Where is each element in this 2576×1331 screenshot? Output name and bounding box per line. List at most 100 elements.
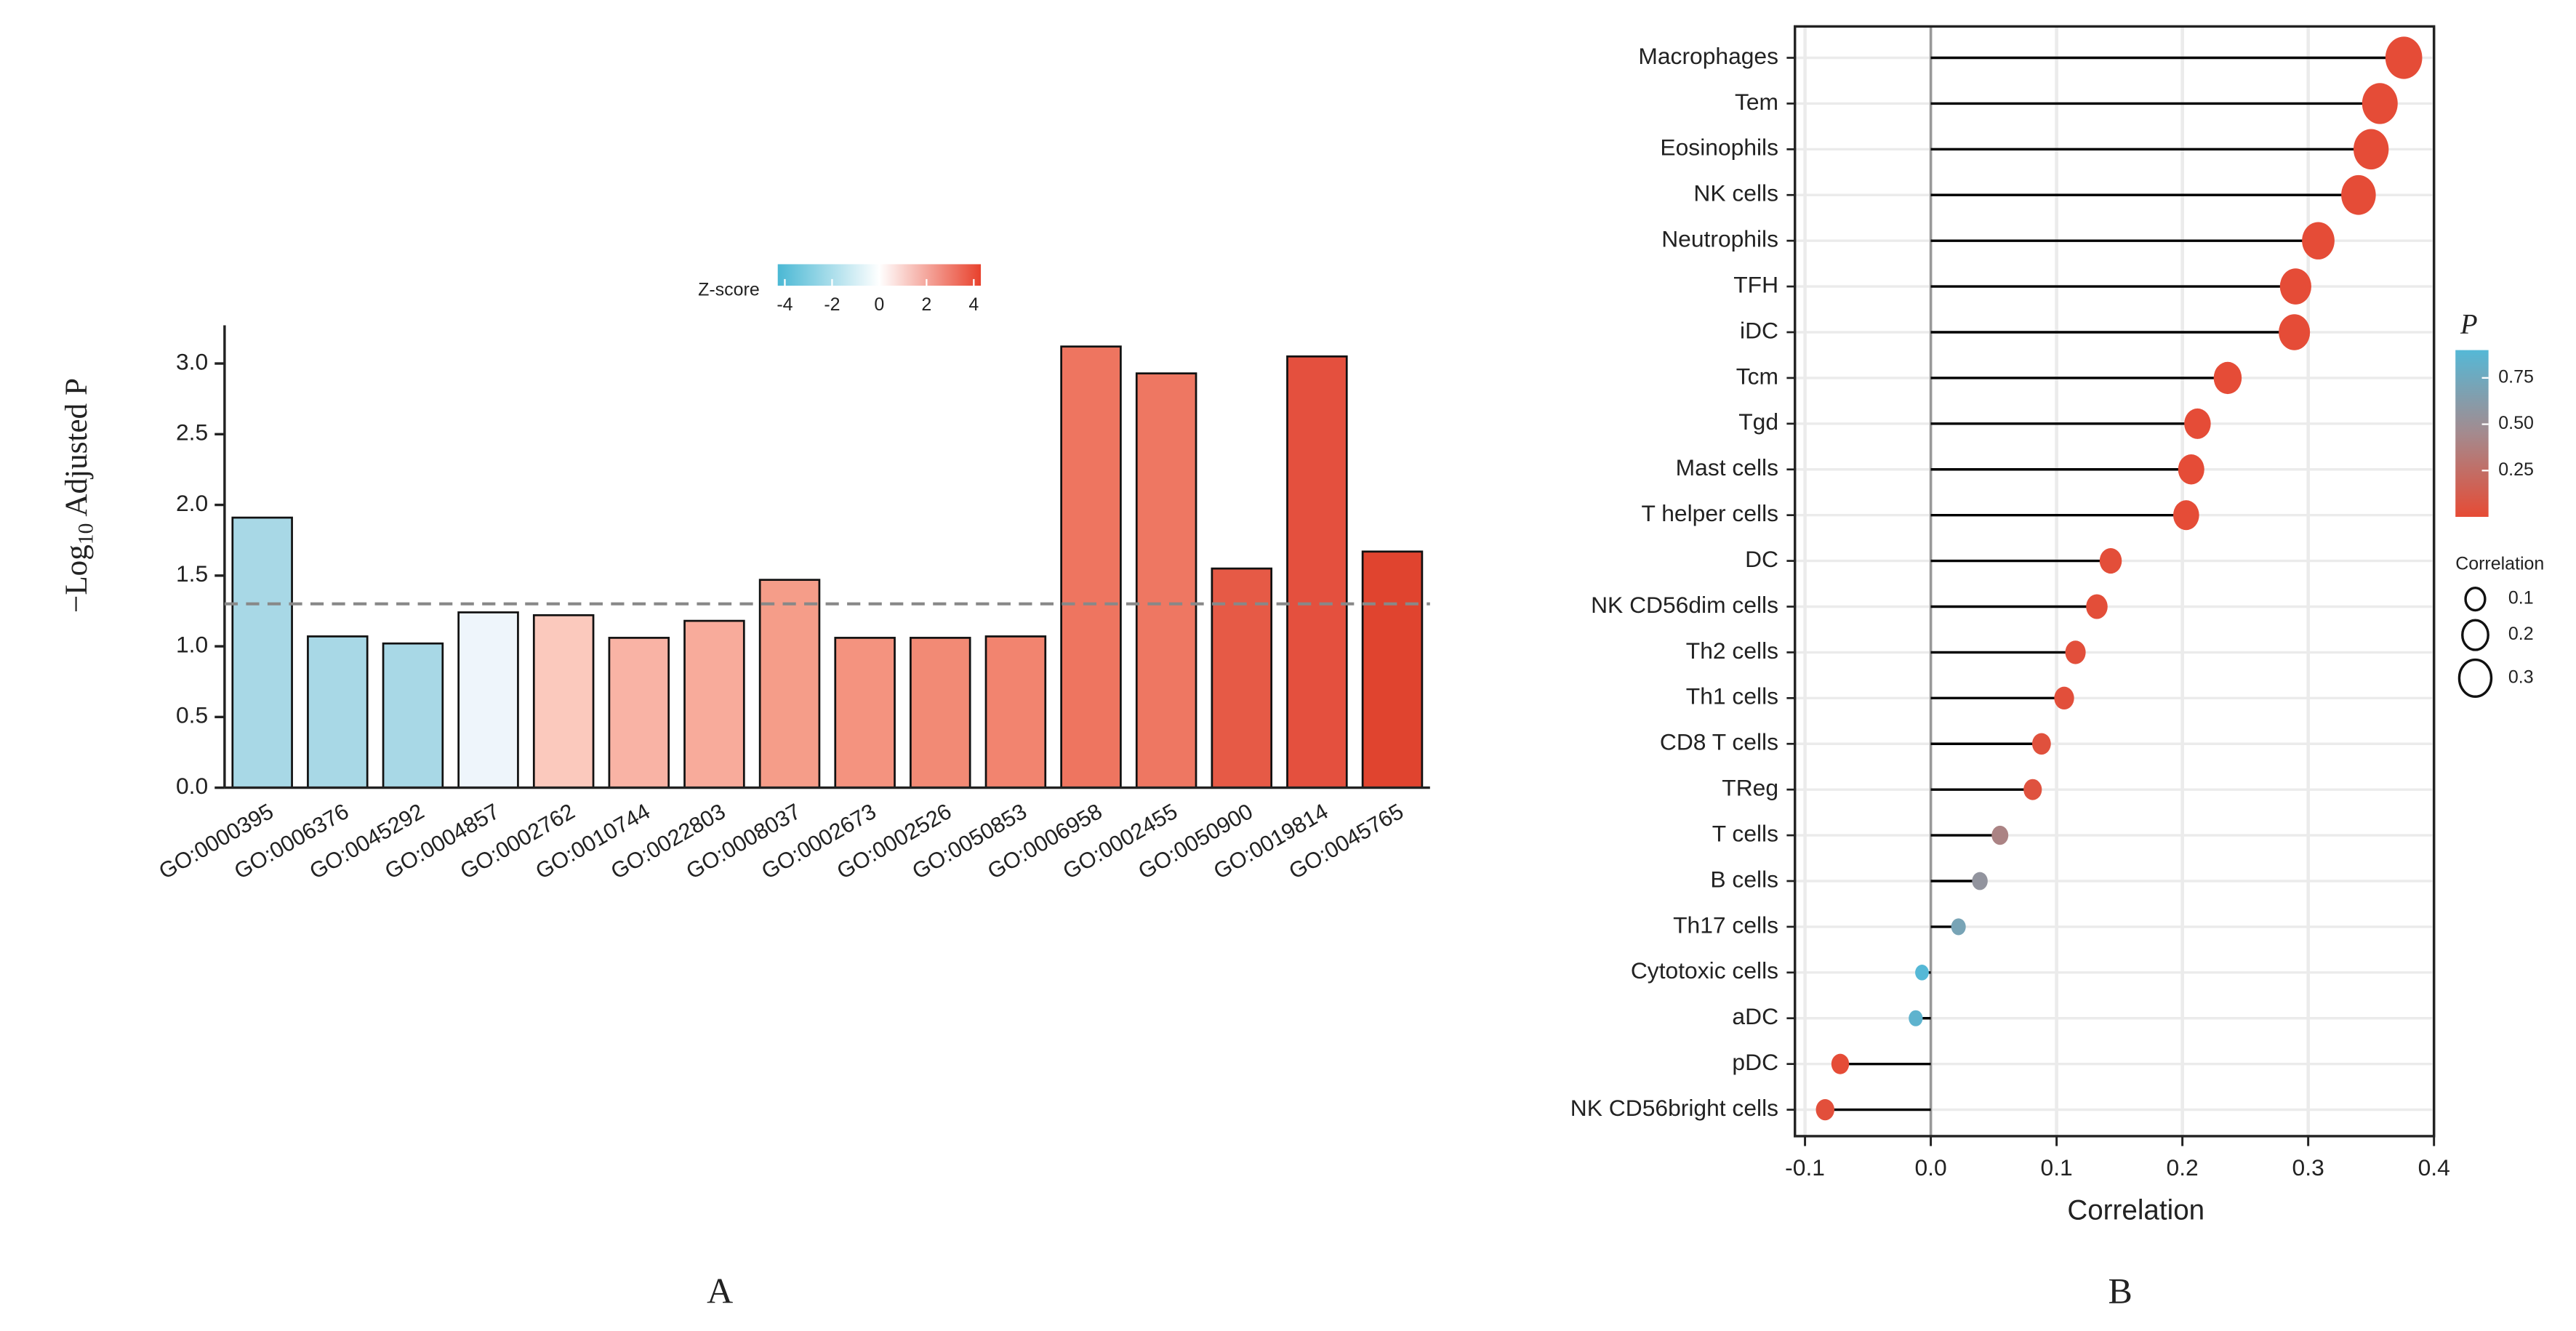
dot xyxy=(1972,872,1988,890)
x-tick-label: 0.2 xyxy=(2167,1154,2199,1181)
y-tick-label: Cytotoxic cells xyxy=(1631,957,1778,984)
y-tick-label: iDC xyxy=(1740,317,1778,343)
x-tick-label: 0.4 xyxy=(2418,1154,2450,1181)
bar xyxy=(683,619,745,789)
legend-tick-label: 0.75 xyxy=(2498,366,2534,387)
y-tick-label: 0.5 xyxy=(176,702,208,728)
y-tick-label: aDC xyxy=(1732,1003,1778,1029)
dot xyxy=(2086,594,2108,619)
dot xyxy=(2023,779,2042,800)
x-tick-label: 0.3 xyxy=(2292,1154,2324,1181)
y-tick-label: Tcm xyxy=(1736,363,1778,389)
dot xyxy=(1815,1098,1834,1121)
legend-size-key xyxy=(2461,619,2489,651)
plot-background xyxy=(1794,26,2434,1136)
legend-colorbar xyxy=(2455,350,2489,518)
dot xyxy=(2385,36,2423,79)
legend-tick-label: 0.50 xyxy=(2498,413,2534,433)
dot xyxy=(1991,825,2009,845)
y-tick-label: NK CD56bright cells xyxy=(1570,1095,1778,1121)
y-tick-label: 2.0 xyxy=(176,490,208,516)
y-tick-label: Th1 cells xyxy=(1686,683,1778,709)
dot xyxy=(2279,268,2311,305)
panel-label: B xyxy=(2108,1270,2132,1311)
y-tick-label: 1.0 xyxy=(176,631,208,657)
plot-frame xyxy=(1794,25,2436,1138)
bar xyxy=(758,579,821,789)
x-tick-label: -0.1 xyxy=(1785,1154,1825,1181)
bar xyxy=(1361,550,1424,789)
bar xyxy=(532,614,595,789)
dot xyxy=(2302,222,2335,260)
y-tick-label: TFH xyxy=(1733,271,1778,297)
bar xyxy=(1211,567,1273,789)
y-tick-label: Mast cells xyxy=(1676,454,1778,480)
bar xyxy=(984,635,1047,789)
y-axis-label: −Log10 Adjusted P xyxy=(60,378,97,613)
y-tick-label: Macrophages xyxy=(1638,43,1778,69)
y-tick-label: 1.5 xyxy=(176,560,208,587)
colorbar-tick-label: -4 xyxy=(777,294,793,315)
legend-size-label: 0.1 xyxy=(2508,588,2534,608)
x-axis-label: Correlation xyxy=(2067,1195,2204,1226)
bar xyxy=(1060,345,1122,789)
colorbar-tick-label: -2 xyxy=(824,294,840,315)
dot xyxy=(2054,686,2074,710)
y-tick-label: B cells xyxy=(1710,866,1778,892)
y-tick-label: Tgd xyxy=(1738,409,1778,435)
y-tick-label: TReg xyxy=(1722,775,1778,801)
y-tick-label: 0.0 xyxy=(176,773,208,799)
y-tick-label: Tem xyxy=(1735,89,1778,115)
x-tick-label: 0.1 xyxy=(2041,1154,2073,1181)
bar xyxy=(307,635,369,789)
y-tick-label: DC xyxy=(1745,546,1778,572)
colorbar-tick-label: 0 xyxy=(874,294,884,315)
y-tick-label: 2.5 xyxy=(176,419,208,446)
bar xyxy=(608,637,670,789)
colorbar-title: Z-score xyxy=(698,279,760,299)
dot xyxy=(1909,1010,1923,1026)
legend-tick-label: 0.25 xyxy=(2498,459,2534,480)
bar xyxy=(834,637,896,789)
panel-label: A xyxy=(707,1270,733,1311)
y-tick-label: CD8 T cells xyxy=(1660,729,1778,755)
legend-size-label: 0.2 xyxy=(2508,624,2534,644)
dot xyxy=(2213,361,2242,395)
y-tick-label: pDC xyxy=(1732,1049,1778,1075)
dot xyxy=(1951,918,1966,936)
dot xyxy=(1831,1053,1850,1074)
colorbar-tick-label: 2 xyxy=(921,294,931,315)
dot xyxy=(2341,174,2376,215)
dot xyxy=(2065,640,2086,664)
y-label-subscript: 10 xyxy=(74,523,97,545)
legend-size-label: 0.3 xyxy=(2508,667,2534,688)
dot xyxy=(2362,83,2398,124)
legend-title: Correlation xyxy=(2455,554,2544,574)
y-tick-label: T cells xyxy=(1712,820,1778,846)
dot xyxy=(2172,500,2199,531)
dot xyxy=(2099,548,2122,574)
legend-size-key xyxy=(2457,658,2493,698)
colorbar-tick-label: 4 xyxy=(968,294,979,315)
y-tick-label: NK cells xyxy=(1693,180,1778,206)
bar xyxy=(910,637,971,789)
x-tick-label: 0.0 xyxy=(1915,1154,1947,1181)
dot xyxy=(2353,129,2389,170)
dot xyxy=(2178,454,2204,485)
y-tick-label: NK CD56dim cells xyxy=(1591,592,1778,618)
bar xyxy=(1286,355,1348,789)
legend-title: P xyxy=(2460,310,2478,340)
y-label-suffix: Adjusted P xyxy=(60,378,94,517)
y-tick-label: Eosinophils xyxy=(1660,134,1778,161)
dot xyxy=(2184,408,2211,439)
y-tick-label: T helper cells xyxy=(1642,500,1778,526)
y-tick-label: Neutrophils xyxy=(1661,226,1778,252)
dot xyxy=(2279,314,2311,350)
legend-size-key xyxy=(2464,587,2487,612)
bar xyxy=(382,642,444,789)
bar xyxy=(1135,372,1197,789)
y-label-prefix: −Log xyxy=(60,544,94,613)
